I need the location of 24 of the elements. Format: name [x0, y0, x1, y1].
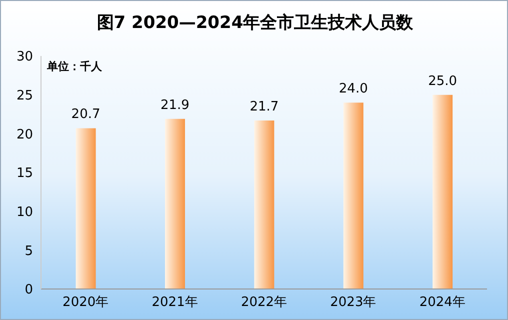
annotation: 单位：千人 [47, 59, 102, 74]
bar [254, 120, 274, 289]
y-tick-label: 0 [24, 282, 33, 298]
data-label: 20.7 [71, 107, 100, 122]
chart-title: 图7 2020—2024年全市卫生技术人员数 [96, 12, 414, 34]
data-label: 24.0 [338, 82, 368, 97]
y-tick-label: 30 [16, 50, 33, 65]
bar [432, 94, 453, 289]
x-tick-label: 2023年 [330, 295, 376, 310]
bar [343, 102, 364, 289]
x-tick-label: 2021年 [152, 295, 198, 310]
data-label: 21.7 [250, 99, 279, 114]
y-tick-label: 20 [16, 127, 33, 142]
bar [76, 128, 96, 289]
x-tick-label: 2022年 [240, 295, 288, 310]
data-label: 25.0 [428, 74, 458, 89]
x-tick-label: 2024年 [419, 295, 466, 310]
bar [164, 118, 185, 289]
y-tick-label: 15 [16, 166, 33, 182]
y-tick-label: 10 [16, 204, 33, 220]
y-tick-label: 25 [16, 88, 33, 104]
x-tick-label: 2020年 [62, 295, 109, 310]
y-tick-label: 5 [24, 244, 33, 259]
data-label: 21.9 [160, 98, 190, 113]
